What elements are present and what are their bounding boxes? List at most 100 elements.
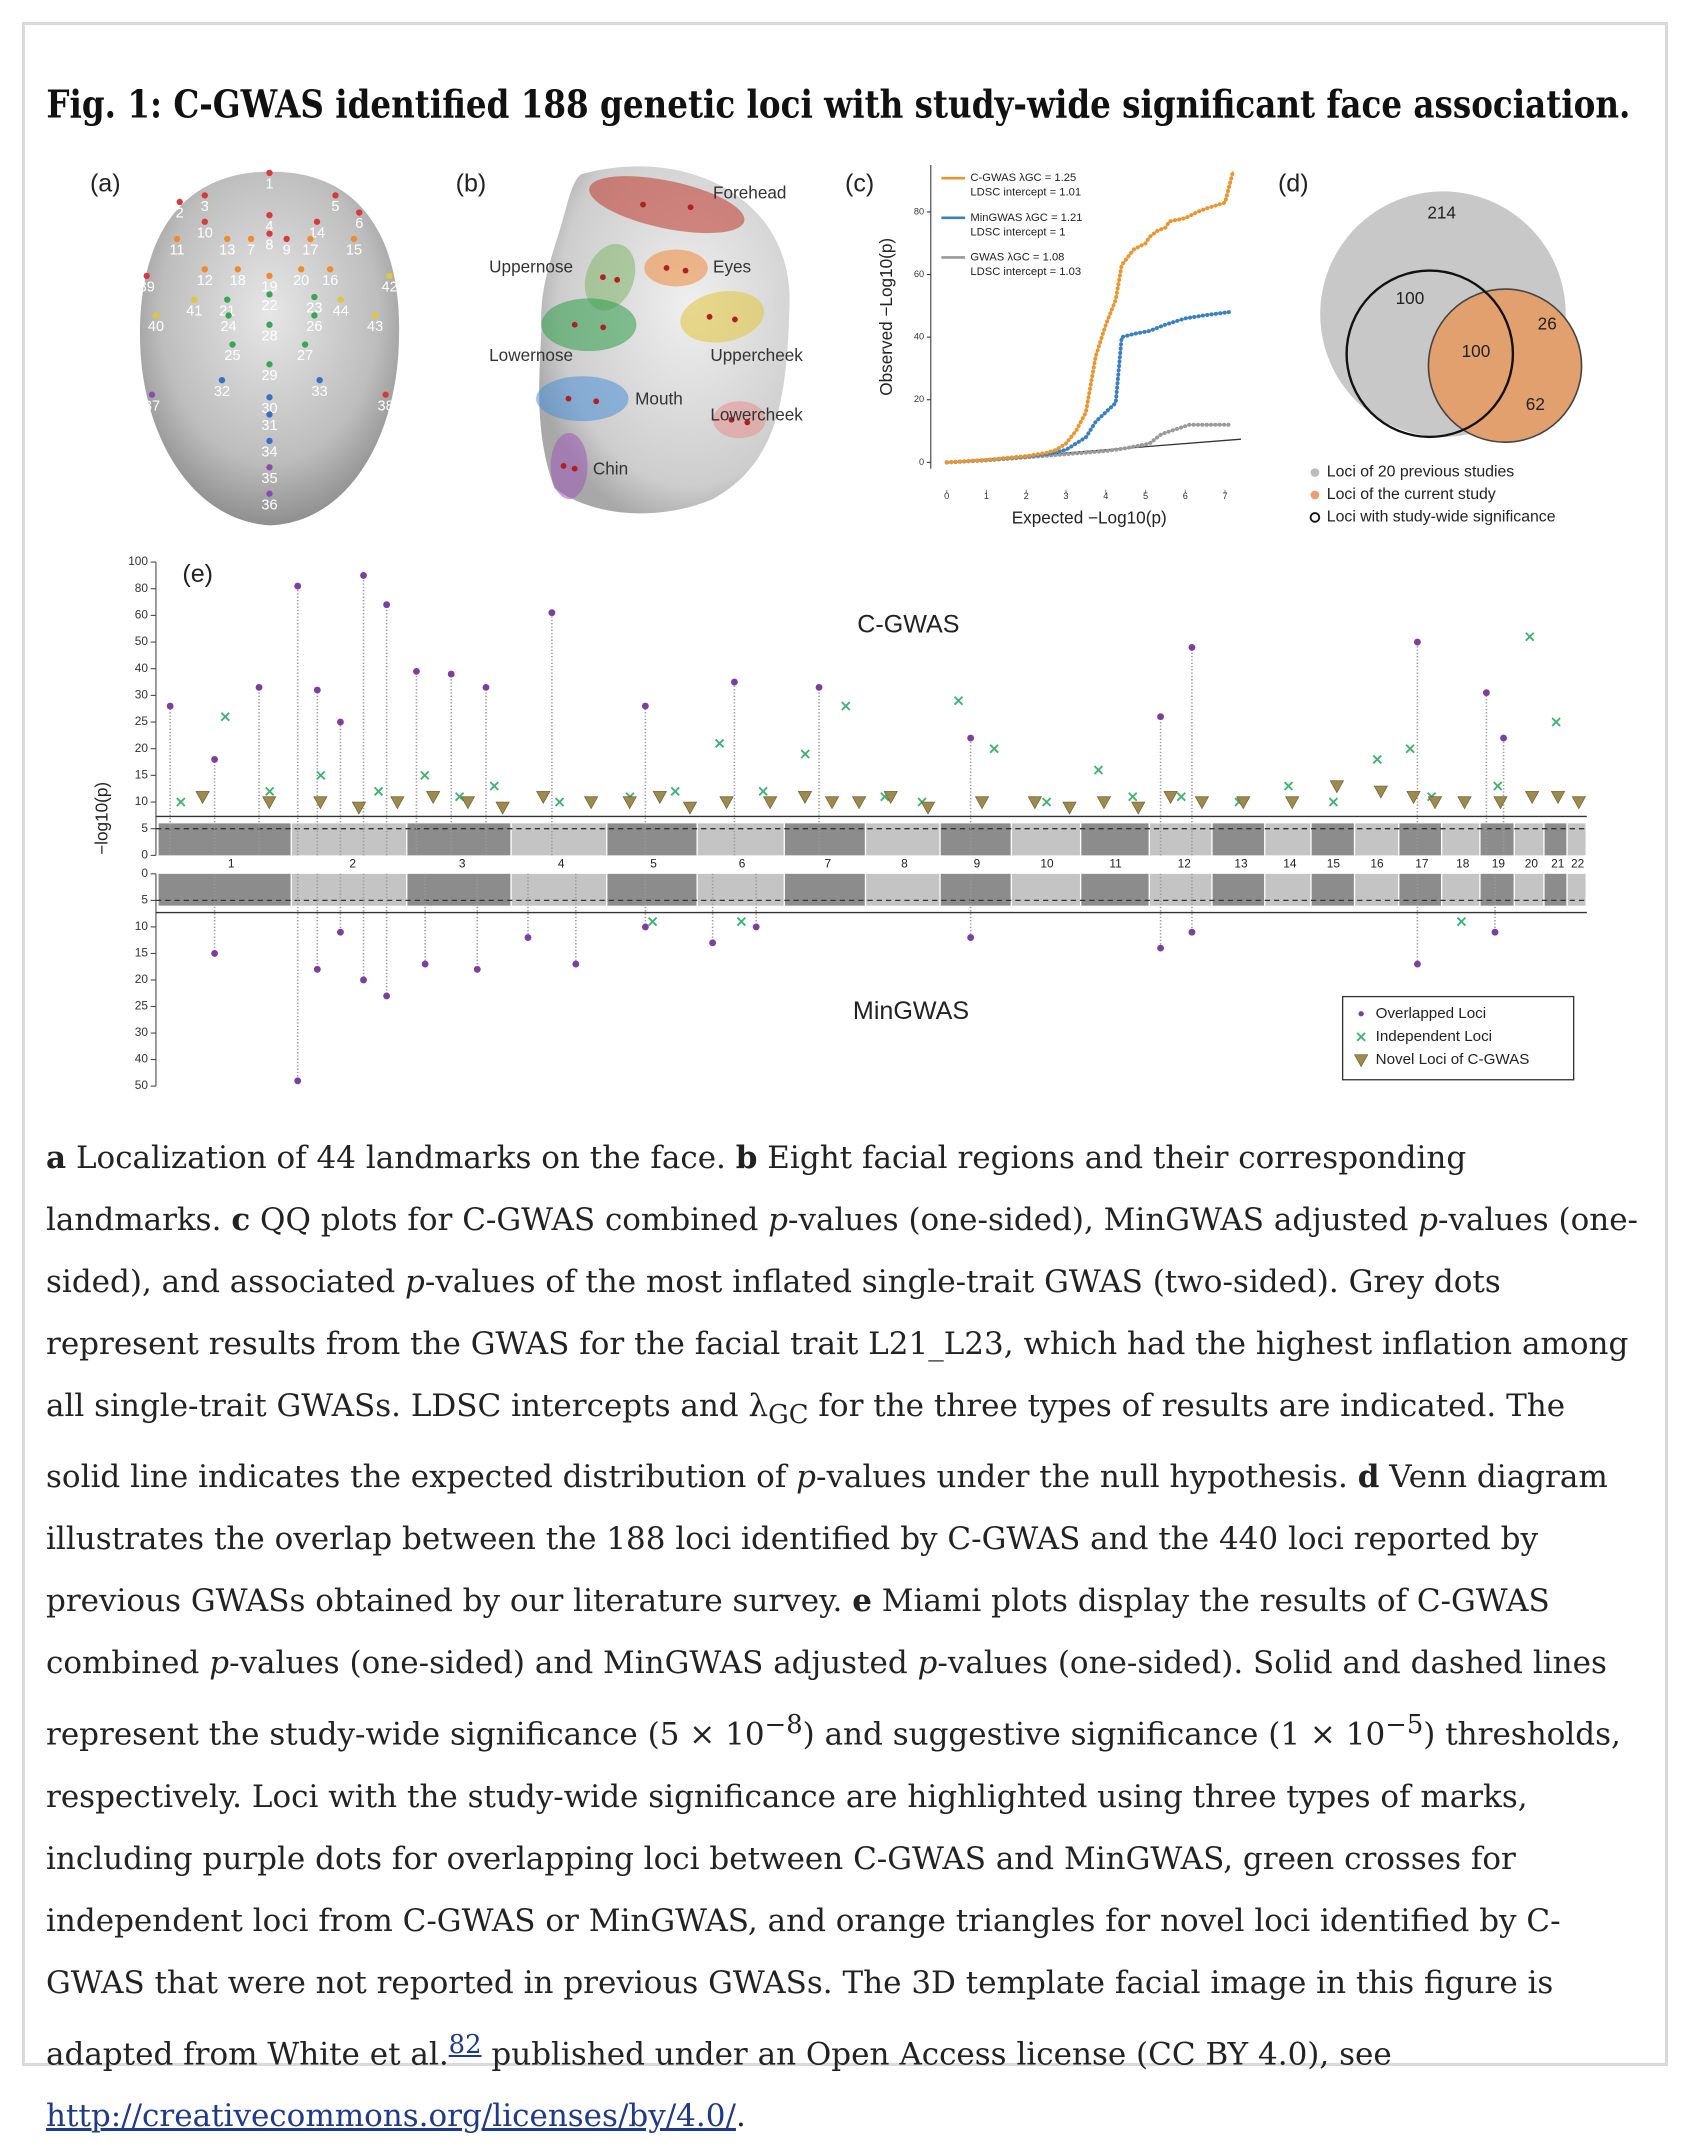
cross-stroke (454, 792, 465, 802)
legend-swatch (1356, 1032, 1366, 1042)
caption-bold: d (1357, 1459, 1380, 1496)
landmark-number: 28 (261, 328, 277, 344)
locus-novel (313, 796, 328, 810)
landmark-number: 37 (144, 398, 160, 414)
landmark-dot (332, 192, 339, 199)
caption-bold: c (231, 1202, 251, 1238)
landmark-dot (663, 265, 670, 271)
landmark-number: 38 (378, 398, 394, 414)
locus-independent (316, 770, 326, 780)
landmark-number: 8 (265, 237, 273, 253)
landmark-number: 6 (355, 216, 363, 232)
locus-overlapped (336, 928, 344, 936)
landmark-number: 5 (331, 199, 339, 215)
caption-text: Venn diagram illustrates the overlap bet… (46, 1459, 1608, 1620)
legend-label: Overlapped Loci (1376, 1005, 1487, 1022)
legend-label: Loci of the current study (1327, 486, 1496, 503)
landmark-number: 43 (367, 319, 383, 335)
face-template (139, 171, 400, 526)
region-area (644, 249, 708, 287)
landmark-dot (728, 416, 735, 423)
locus-independent (489, 781, 499, 791)
x-tick-label: 3 (1063, 491, 1068, 501)
locus-overlapped (211, 755, 219, 763)
y-tick-label: 0 (141, 866, 148, 880)
region-label: Lowercheek (710, 404, 803, 424)
landmark-number: 18 (230, 273, 246, 289)
y-tick-label: 40 (135, 661, 149, 675)
landmark-number: 11 (170, 243, 185, 259)
caption-text: for the three types of results are indic… (46, 1388, 1566, 1496)
locus-novel (425, 791, 441, 804)
y-tick-label: 50 (135, 634, 149, 648)
legend-label: MinGWAS λGC = 1.21 (970, 212, 1082, 224)
locus-novel (762, 796, 778, 810)
plot-label: MinGWAS (853, 997, 969, 1025)
region-area (589, 176, 745, 234)
landmark-dot (266, 230, 273, 237)
landmark-dot (356, 209, 363, 216)
caption-sup: −5 (1385, 1710, 1424, 1741)
locus-independent (1372, 754, 1382, 764)
landmark-number: 22 (261, 298, 277, 314)
locus-overlapped (383, 601, 391, 609)
snp-cloud (1514, 823, 1544, 856)
venn-count: 100 (1462, 341, 1491, 361)
venn-current (1427, 288, 1583, 443)
cross-stroke (220, 712, 230, 722)
chromosome-label: 19 (1492, 857, 1506, 871)
legend-label: Loci with study-wide significance (1327, 509, 1556, 526)
landmark-number: 42 (382, 280, 398, 296)
locus-novel (262, 796, 277, 810)
locus-novel (1329, 780, 1345, 794)
region-label: Uppercheek (710, 345, 803, 365)
landmark-dot (191, 296, 198, 303)
legend-swatch (1310, 468, 1320, 477)
caption-bold: e (852, 1583, 872, 1620)
caption-math: 1 × 10 (1280, 1716, 1386, 1753)
landmark-number: 31 (261, 418, 277, 434)
caption-link[interactable]: http://creativecommons.org/licenses/by/4… (46, 2097, 736, 2134)
cross-stroke (714, 738, 725, 748)
y-tick-label: 15 (135, 768, 149, 782)
chromosome-label: 18 (1456, 857, 1470, 871)
landmark-number: 27 (297, 348, 313, 364)
caption-suplink[interactable]: 82 (448, 2029, 482, 2060)
cross-stroke (1042, 797, 1052, 807)
locus-independent (953, 696, 964, 706)
locus-overlapped (313, 686, 321, 694)
locus-independent (736, 916, 746, 927)
cross-stroke (989, 744, 999, 754)
locus-overlapped (967, 734, 975, 742)
cross-stroke (1093, 765, 1104, 775)
landmark-number: 17 (302, 243, 318, 259)
chromosome-label: 2 (349, 857, 356, 871)
locus-overlapped (815, 683, 823, 691)
locus-novel (883, 791, 898, 804)
locus-novel (1131, 801, 1146, 815)
landmark-dot (371, 312, 379, 319)
locus-independent (1128, 792, 1138, 802)
landmark-dot (234, 266, 241, 273)
y-tick-label: 80 (135, 581, 149, 595)
caption-text: -values (one-sided) and MinGWAS adjusted (229, 1645, 918, 1682)
locus-overlapped (709, 939, 717, 947)
legend-label: Novel Loci of C-GWAS (1376, 1051, 1530, 1068)
region-area (550, 432, 588, 499)
locus-overlapped (1188, 643, 1196, 651)
locus-overlapped (1157, 713, 1165, 721)
landmark-dot (266, 437, 273, 445)
locus-novel (495, 801, 510, 815)
region-area (680, 291, 765, 343)
caption-text: -values (one-sided), MinGWAS adjusted (788, 1202, 1419, 1238)
landmark-dot (266, 411, 273, 418)
locus-overlapped (255, 683, 263, 691)
landmark-number: 41 (186, 303, 202, 319)
landmark-number: 29 (261, 368, 277, 384)
locus-overlapped (1413, 638, 1421, 646)
landmark-dot (224, 235, 231, 243)
landmark-number: 20 (293, 273, 309, 289)
chromosome-label: 9 (974, 857, 981, 871)
cross-stroke (800, 749, 810, 759)
locus-overlapped (1500, 734, 1508, 742)
